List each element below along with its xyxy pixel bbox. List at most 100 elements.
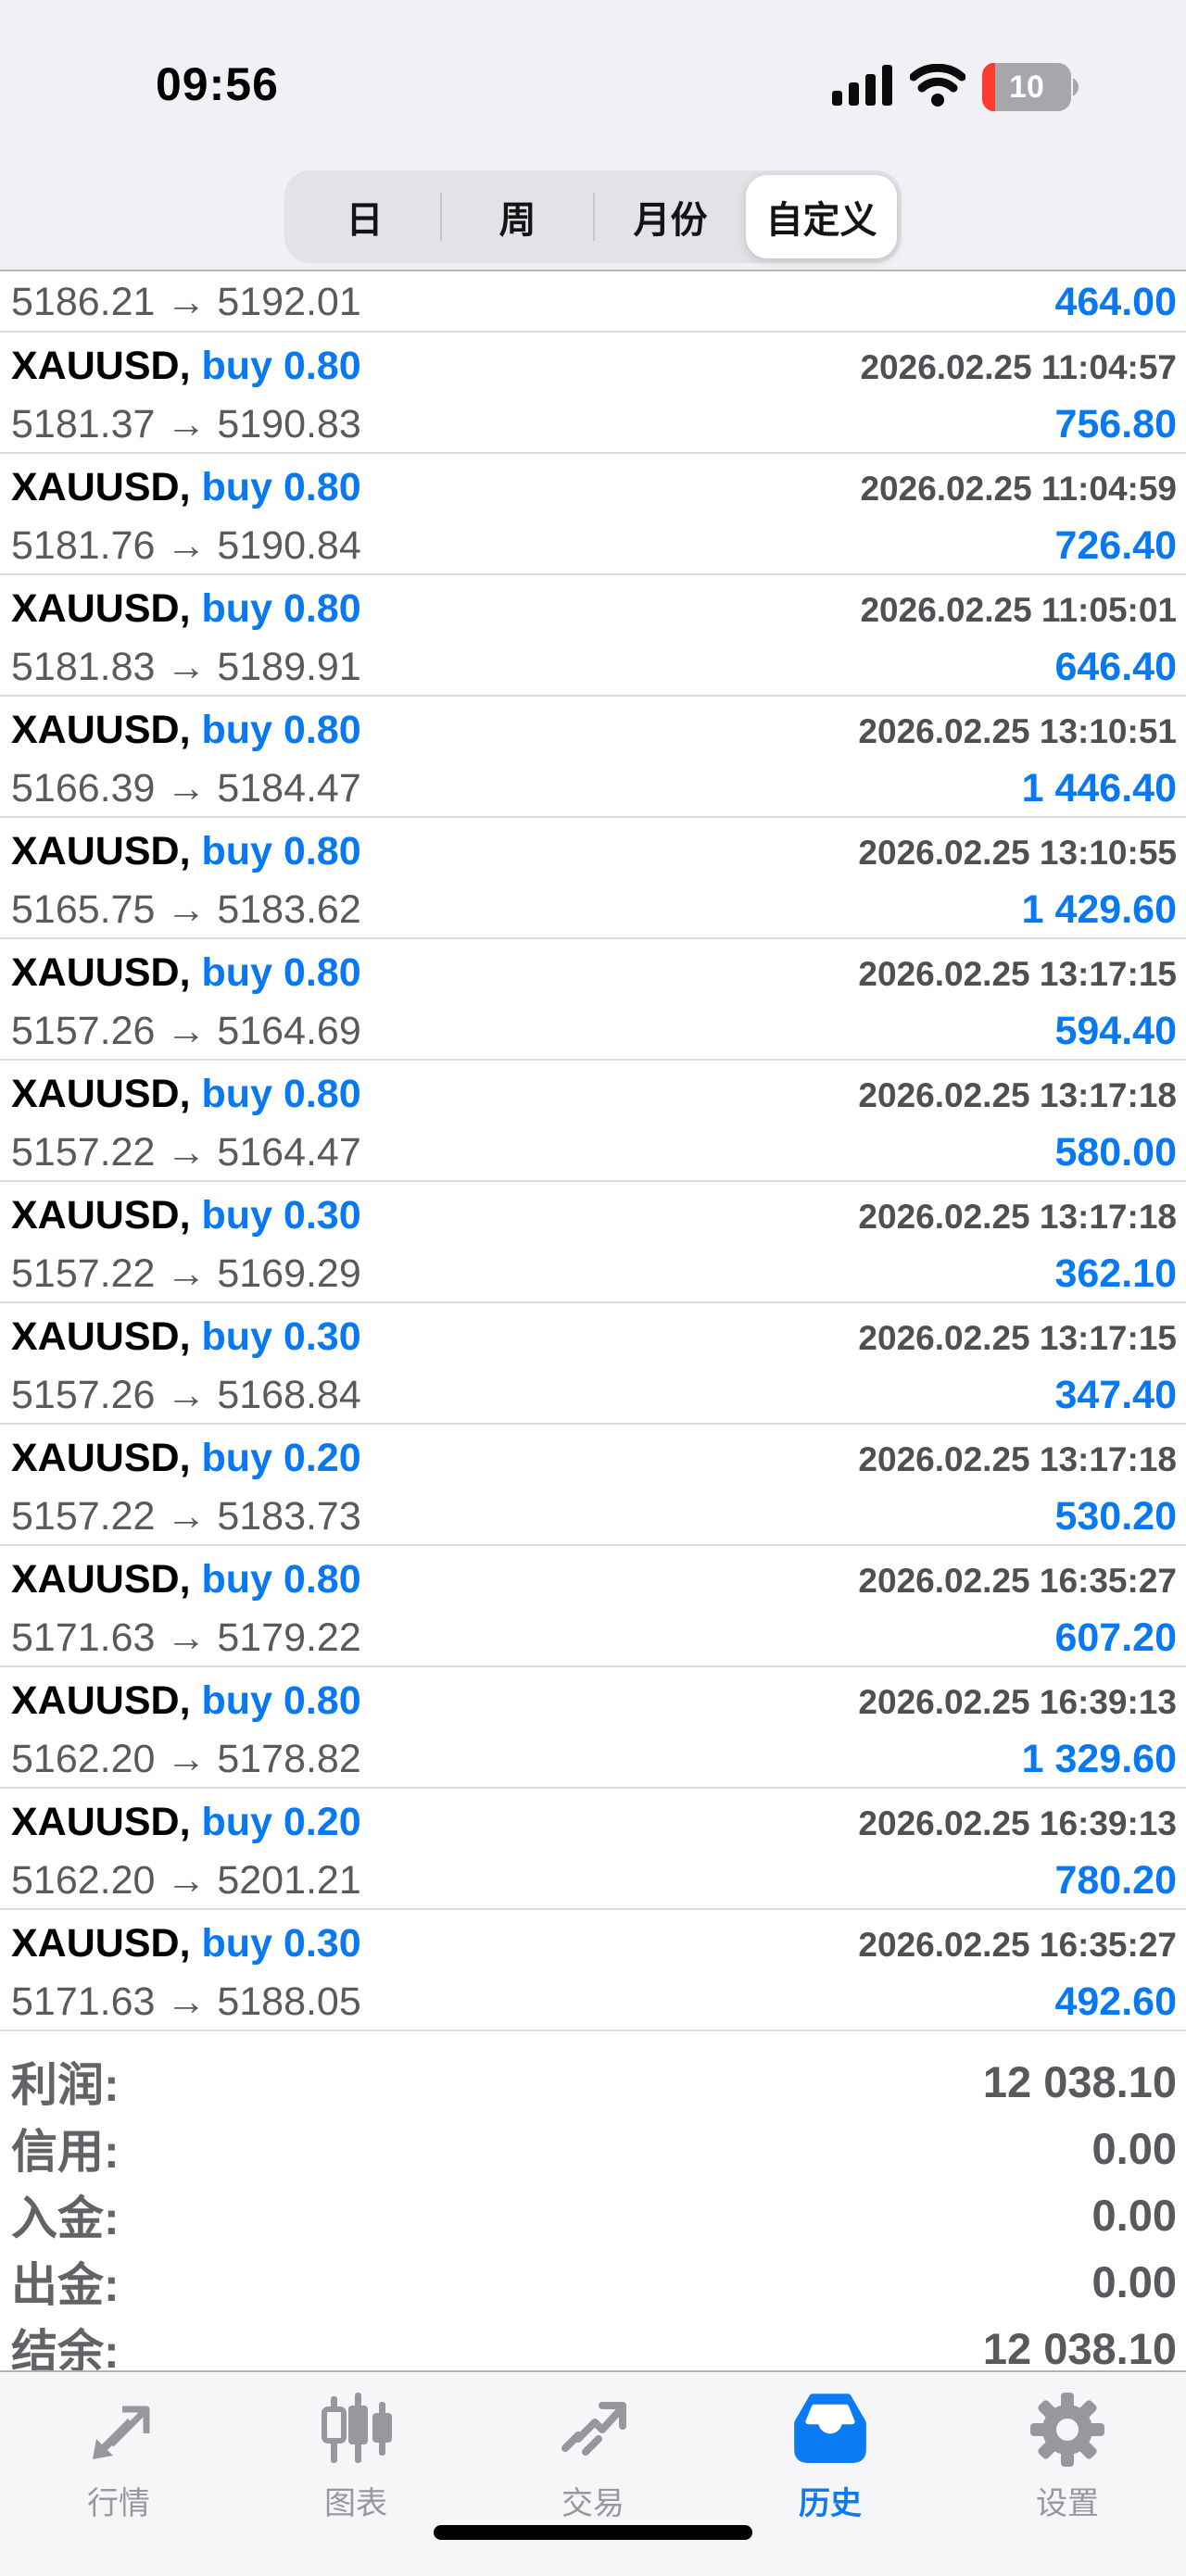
entry-prices: 5157.26 → 5164.69 bbox=[11, 1009, 361, 1053]
tab-trade[interactable]: 交易 bbox=[474, 2372, 712, 2576]
entry-side: buy 0.80 bbox=[201, 950, 361, 995]
entry-side: buy 0.80 bbox=[201, 708, 361, 752]
tab-label: 行情 bbox=[87, 2486, 150, 2521]
entry-title: XAUUSD, buy 0.80 bbox=[11, 1557, 361, 1602]
segment-week[interactable]: 周 bbox=[498, 200, 536, 241]
status-time: 09:56 bbox=[156, 58, 279, 110]
entry-side: buy 0.30 bbox=[201, 1314, 361, 1359]
entry-datetime: 2026.02.25 13:10:55 bbox=[858, 834, 1177, 872]
entry-prices: 5157.22 → 5164.47 bbox=[11, 1130, 361, 1175]
entry-title: XAUUSD, buy 0.30 bbox=[11, 1314, 361, 1360]
period-segmented-control: 日 周 月份 自定义 bbox=[284, 170, 902, 263]
history-entry[interactable]: XAUUSD, buy 0.80 2026.02.25 11:05:01 5181… bbox=[0, 575, 1186, 697]
entry-prices: 5165.75 → 5183.62 bbox=[11, 887, 361, 932]
entry-symbol: XAUUSD, bbox=[11, 708, 191, 752]
entry-prices: 5166.39 → 5184.47 bbox=[11, 766, 361, 810]
entry-symbol: XAUUSD, bbox=[11, 1678, 191, 1723]
summary-value: 12 038.10 bbox=[982, 2056, 1177, 2106]
entry-profit: 646.40 bbox=[1054, 645, 1177, 689]
entry-prices: 5157.22 → 5183.73 bbox=[11, 1494, 361, 1539]
entry-datetime: 2026.02.25 16:35:27 bbox=[858, 1926, 1177, 1964]
entry-profit: 607.20 bbox=[1054, 1615, 1177, 1660]
entry-symbol: XAUUSD, bbox=[11, 1314, 191, 1359]
summary-label: 结余: bbox=[11, 2326, 120, 2378]
entry-profit: 1 429.60 bbox=[1021, 887, 1177, 932]
entry-title: XAUUSD, buy 0.80 bbox=[11, 1678, 361, 1724]
summary-row-credit: 信用: 0.00 bbox=[11, 2115, 1177, 2181]
entry-symbol: XAUUSD, bbox=[11, 344, 191, 388]
history-entry[interactable]: XAUUSD, buy 0.80 2026.02.25 16:35:27 5171… bbox=[0, 1546, 1186, 1667]
entry-symbol: XAUUSD, bbox=[11, 1921, 191, 1966]
entry-datetime: 2026.02.25 13:17:15 bbox=[858, 955, 1177, 993]
tab-charts[interactable]: 图表 bbox=[237, 2372, 474, 2576]
tab-label: 历史 bbox=[799, 2486, 862, 2521]
entry-datetime: 2026.02.25 16:39:13 bbox=[858, 1683, 1177, 1721]
entry-datetime: 2026.02.25 16:35:27 bbox=[858, 1562, 1177, 1600]
entry-title: XAUUSD, buy 0.80 bbox=[11, 950, 361, 996]
entry-profit: 756.80 bbox=[1054, 402, 1177, 446]
entry-title: XAUUSD, buy 0.30 bbox=[11, 1921, 361, 1967]
history-entry[interactable]: XAUUSD, buy 0.20 2026.02.25 13:17:18 5157… bbox=[0, 1425, 1186, 1546]
status-icons: 10 bbox=[832, 61, 1079, 113]
gear-icon bbox=[1025, 2387, 1110, 2472]
history-entry[interactable]: XAUUSD, buy 0.30 2026.02.25 16:35:27 5171… bbox=[0, 1910, 1186, 2031]
entry-symbol: XAUUSD, bbox=[11, 1436, 191, 1480]
entry-symbol: XAUUSD, bbox=[11, 829, 191, 873]
segment-month[interactable]: 月份 bbox=[633, 200, 708, 241]
entry-datetime: 2026.02.25 11:04:57 bbox=[860, 348, 1177, 386]
segment-custom[interactable]: 自定义 bbox=[746, 175, 897, 258]
entry-side: buy 0.80 bbox=[201, 465, 361, 509]
entry-profit: 594.40 bbox=[1054, 1009, 1177, 1053]
home-indicator[interactable] bbox=[434, 2525, 752, 2540]
entry-title: XAUUSD, buy 0.80 bbox=[11, 344, 361, 389]
tab-bar: 行情 图表 bbox=[0, 2370, 1186, 2576]
history-entry[interactable]: XAUUSD, buy 0.20 2026.02.25 16:39:13 5162… bbox=[0, 1789, 1186, 1910]
entry-prices: 5162.20 → 5178.82 bbox=[11, 1737, 361, 1781]
entry-symbol: XAUUSD, bbox=[11, 465, 191, 509]
entry-title: XAUUSD, buy 0.30 bbox=[11, 1193, 361, 1238]
header: 09:56 bbox=[0, 0, 1186, 271]
entry-prices: 5181.37 → 5190.83 bbox=[11, 402, 361, 446]
entry-side: buy 0.20 bbox=[201, 1436, 361, 1480]
entry-side: buy 0.20 bbox=[201, 1800, 361, 1844]
summary-label: 利润: bbox=[11, 2059, 120, 2111]
tab-settings[interactable]: 设置 bbox=[949, 2372, 1186, 2576]
entry-side: buy 0.30 bbox=[201, 1193, 361, 1238]
entry-profit: 492.60 bbox=[1054, 1979, 1177, 2024]
entry-prices: 5181.83 → 5189.91 bbox=[11, 645, 361, 689]
entry-title: XAUUSD, buy 0.80 bbox=[11, 829, 361, 874]
history-tray-icon bbox=[788, 2387, 873, 2472]
entry-profit: 464.00 bbox=[1054, 279, 1177, 324]
segment-day[interactable]: 日 bbox=[346, 200, 384, 241]
summary-value: 0.00 bbox=[1091, 2256, 1177, 2306]
history-entry[interactable]: XAUUSD, buy 0.80 2026.02.25 11:04:57 5181… bbox=[0, 333, 1186, 454]
trade-trend-icon bbox=[550, 2387, 636, 2472]
history-entry[interactable]: XAUUSD, buy 0.30 2026.02.25 13:17:15 5157… bbox=[0, 1303, 1186, 1425]
history-entry[interactable]: XAUUSD, buy 0.80 2026.02.25 16:39:13 5162… bbox=[0, 1667, 1186, 1789]
tab-quotes[interactable]: 行情 bbox=[0, 2372, 237, 2576]
summary-label: 入金: bbox=[11, 2193, 120, 2244]
tab-label: 设置 bbox=[1036, 2486, 1099, 2521]
account-summary: 利润: 12 038.10 信用: 0.00 入金: 0.00 出金: 0.00… bbox=[0, 2033, 1186, 2381]
summary-label: 出金: bbox=[11, 2259, 120, 2311]
entry-datetime: 2026.02.25 13:17:18 bbox=[858, 1440, 1177, 1478]
history-entry[interactable]: XAUUSD, buy 0.30 2026.02.25 13:17:18 5157… bbox=[0, 1182, 1186, 1303]
entry-title: XAUUSD, buy 0.80 bbox=[11, 465, 361, 510]
entry-profit: 726.40 bbox=[1054, 523, 1177, 568]
quotes-arrows-icon bbox=[76, 2387, 161, 2472]
entry-prices: 5171.63 → 5188.05 bbox=[11, 1979, 361, 2024]
history-entry[interactable]: XAUUSD, buy 0.80 2026.02.25 13:17:18 5157… bbox=[0, 1061, 1186, 1182]
history-entry[interactable]: XAUUSD, buy 0.80 2026.02.25 13:10:55 5165… bbox=[0, 818, 1186, 939]
entry-datetime: 2026.02.25 13:10:51 bbox=[858, 712, 1177, 750]
history-entry-partial[interactable]: 5186.21 → 5192.01 464.00 bbox=[0, 273, 1186, 333]
history-entry[interactable]: XAUUSD, buy 0.80 2026.02.25 11:04:59 5181… bbox=[0, 454, 1186, 575]
tab-history[interactable]: 历史 bbox=[712, 2372, 949, 2576]
history-entry[interactable]: XAUUSD, buy 0.80 2026.02.25 13:10:51 5166… bbox=[0, 697, 1186, 818]
summary-label: 信用: bbox=[11, 2126, 120, 2178]
history-entry[interactable]: XAUUSD, buy 0.80 2026.02.25 13:17:15 5157… bbox=[0, 939, 1186, 1061]
summary-row-withdrawal: 出金: 0.00 bbox=[11, 2248, 1177, 2315]
segment-divider bbox=[593, 193, 595, 241]
entry-symbol: XAUUSD, bbox=[11, 950, 191, 995]
entry-symbol: XAUUSD, bbox=[11, 1072, 191, 1116]
